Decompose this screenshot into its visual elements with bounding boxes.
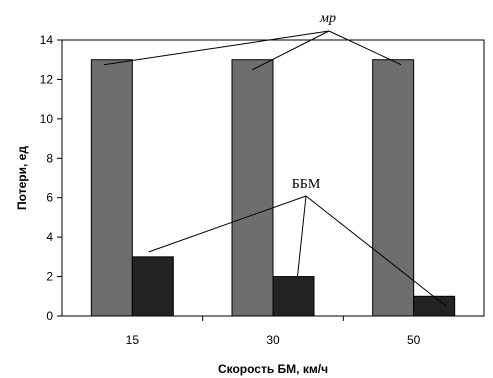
bar-series-2-30 <box>272 276 315 317</box>
bars <box>90 59 456 317</box>
leader-line <box>148 195 307 253</box>
x-axis-title: Скорость БМ, км/ч <box>218 362 328 376</box>
y-axis-title: Потери, ед <box>15 146 29 210</box>
bar-series-2-15 <box>131 256 174 317</box>
x-tick-label: 50 <box>407 333 421 347</box>
annotation-label-bbm: ББМ <box>292 177 321 192</box>
y-tick-label: 6 <box>46 191 53 205</box>
y-tick-label: 12 <box>40 72 54 86</box>
annotation-label-mr: мр <box>319 11 336 26</box>
leader-line <box>252 30 330 71</box>
y-tick-label: 2 <box>46 270 53 284</box>
y-tick-label: 10 <box>40 112 54 126</box>
annotation-leader-lines <box>103 30 447 307</box>
bar-series-1-50 <box>372 59 415 317</box>
leader-line <box>305 195 447 307</box>
y-tick-label: 0 <box>46 309 53 323</box>
bar-series-1-15 <box>90 59 133 317</box>
y-tick-label: 4 <box>46 230 53 244</box>
axis-ticks: 0 2 4 6 8 10 12 14 15 30 50 <box>40 33 421 347</box>
x-tick-label: 30 <box>266 333 280 347</box>
bar-series-2-50 <box>413 295 456 317</box>
y-tick-label: 14 <box>40 33 54 47</box>
leader-line <box>103 30 330 66</box>
leader-line <box>297 195 307 277</box>
x-tick-label: 15 <box>126 333 140 347</box>
bar-series-1-30 <box>231 59 274 317</box>
y-tick-label: 8 <box>46 151 53 165</box>
leader-line <box>328 30 402 66</box>
